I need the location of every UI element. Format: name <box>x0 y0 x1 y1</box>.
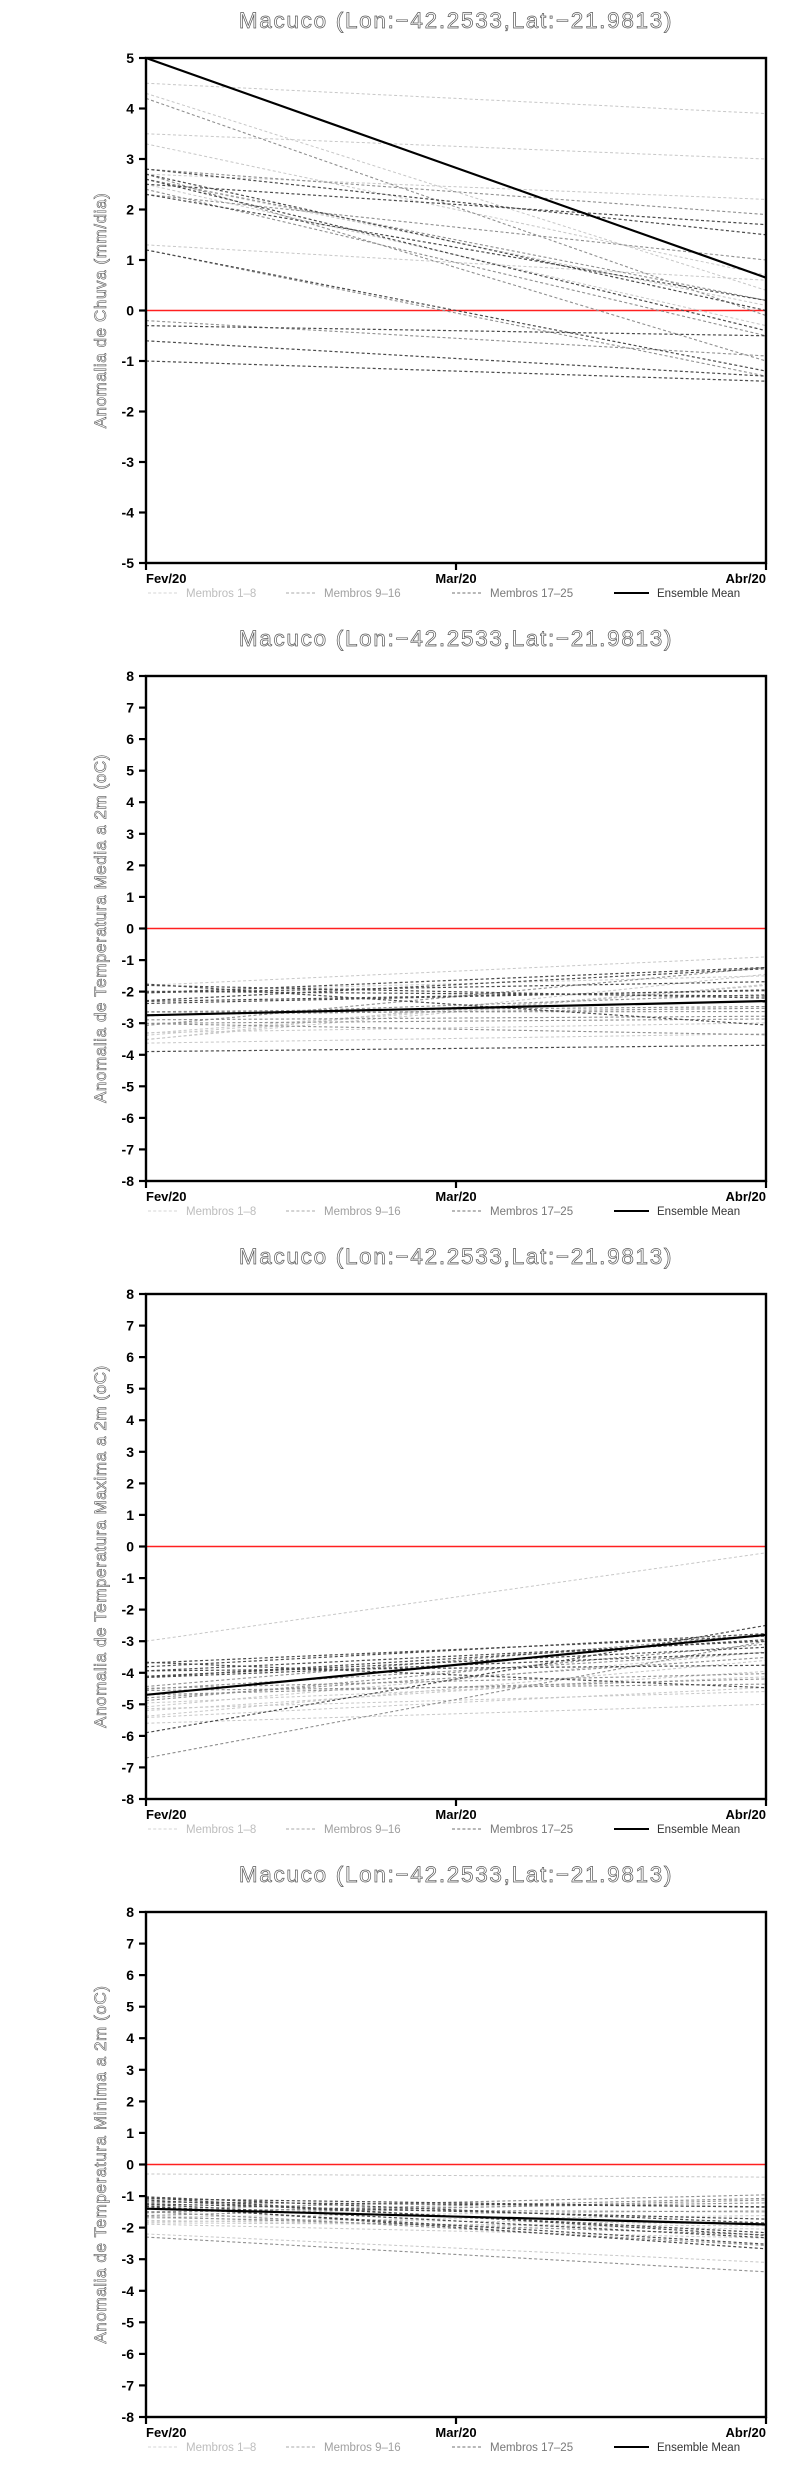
svg-text:-1: -1 <box>122 353 135 369</box>
svg-text:-7: -7 <box>122 2377 135 2393</box>
svg-text:8: 8 <box>126 1904 134 1920</box>
svg-text:-8: -8 <box>122 1791 135 1807</box>
svg-text:-7: -7 <box>122 1141 135 1157</box>
svg-text:-6: -6 <box>122 1728 135 1744</box>
svg-text:Ensemble Mean: Ensemble Mean <box>657 2442 740 2454</box>
svg-text:8: 8 <box>126 668 134 684</box>
svg-text:4: 4 <box>126 101 134 117</box>
svg-text:-8: -8 <box>122 1173 135 1189</box>
svg-text:Fev/20: Fev/20 <box>146 1807 186 1822</box>
svg-text:Membros 17–25: Membros 17–25 <box>490 588 573 600</box>
svg-text:Mar/20: Mar/20 <box>435 1807 476 1822</box>
svg-text:Mar/20: Mar/20 <box>435 2425 476 2440</box>
svg-text:5: 5 <box>126 763 134 779</box>
svg-text:-5: -5 <box>122 2314 135 2330</box>
svg-text:2: 2 <box>126 2093 134 2109</box>
svg-text:8: 8 <box>126 1286 134 1302</box>
svg-text:Mar/20: Mar/20 <box>435 571 476 586</box>
svg-text:Membros 9–16: Membros 9–16 <box>324 2442 401 2454</box>
svg-text:Ensemble Mean: Ensemble Mean <box>657 1206 740 1218</box>
svg-text:-2: -2 <box>122 2220 135 2236</box>
svg-text:7: 7 <box>126 1936 134 1952</box>
svg-text:0: 0 <box>126 303 134 319</box>
svg-text:Macuco (Lon:−42.2533,Lat:−21.9: Macuco (Lon:−42.2533,Lat:−21.9813) <box>239 1862 673 1887</box>
svg-text:0: 0 <box>126 2157 134 2173</box>
svg-text:-3: -3 <box>122 1015 135 1031</box>
svg-text:3: 3 <box>126 826 134 842</box>
svg-text:-2: -2 <box>122 1602 135 1618</box>
svg-text:6: 6 <box>126 1967 134 1983</box>
svg-text:-3: -3 <box>122 454 135 470</box>
svg-text:Mar/20: Mar/20 <box>435 1189 476 1204</box>
svg-text:Membros 17–25: Membros 17–25 <box>490 1824 573 1836</box>
svg-text:Membros 1–8: Membros 1–8 <box>186 1824 256 1836</box>
svg-text:Membros 1–8: Membros 1–8 <box>186 1206 256 1218</box>
svg-text:Fev/20: Fev/20 <box>146 2425 186 2440</box>
svg-text:Ensemble Mean: Ensemble Mean <box>657 588 740 600</box>
svg-text:-5: -5 <box>122 555 135 571</box>
svg-text:Abr/20: Abr/20 <box>726 1189 766 1204</box>
svg-text:5: 5 <box>126 1999 134 2015</box>
svg-text:-1: -1 <box>122 952 135 968</box>
svg-text:1: 1 <box>126 252 134 268</box>
svg-text:-2: -2 <box>122 404 135 420</box>
svg-text:Fev/20: Fev/20 <box>146 571 186 586</box>
svg-text:-7: -7 <box>122 1759 135 1775</box>
svg-text:-8: -8 <box>122 2409 135 2425</box>
svg-text:6: 6 <box>126 731 134 747</box>
svg-text:-5: -5 <box>122 1696 135 1712</box>
svg-text:3: 3 <box>126 1444 134 1460</box>
svg-text:Membros 1–8: Membros 1–8 <box>186 588 256 600</box>
svg-text:6: 6 <box>126 1349 134 1365</box>
svg-text:Fev/20: Fev/20 <box>146 1189 186 1204</box>
svg-text:0: 0 <box>126 1539 134 1555</box>
svg-text:1: 1 <box>126 2125 134 2141</box>
svg-text:Anomalia de Temperatura Minima: Anomalia de Temperatura Minima a 2m (oC) <box>91 1985 110 2343</box>
svg-text:2: 2 <box>126 1475 134 1491</box>
svg-text:Abr/20: Abr/20 <box>726 1807 766 1822</box>
svg-text:Anomalia de Chuva (mm/dia): Anomalia de Chuva (mm/dia) <box>91 193 110 429</box>
svg-text:4: 4 <box>126 794 134 810</box>
svg-text:-6: -6 <box>122 1110 135 1126</box>
svg-text:-4: -4 <box>122 2283 135 2299</box>
svg-text:Macuco (Lon:−42.2533,Lat:−21.9: Macuco (Lon:−42.2533,Lat:−21.9813) <box>239 8 673 33</box>
svg-text:Abr/20: Abr/20 <box>726 2425 766 2440</box>
svg-text:1: 1 <box>126 1507 134 1523</box>
svg-text:0: 0 <box>126 921 134 937</box>
svg-text:Macuco (Lon:−42.2533,Lat:−21.9: Macuco (Lon:−42.2533,Lat:−21.9813) <box>239 626 673 651</box>
svg-text:-6: -6 <box>122 2346 135 2362</box>
svg-text:-5: -5 <box>122 1078 135 1094</box>
svg-text:5: 5 <box>126 50 134 66</box>
svg-text:Ensemble Mean: Ensemble Mean <box>657 1824 740 1836</box>
svg-text:Membros 1–8: Membros 1–8 <box>186 2442 256 2454</box>
svg-text:4: 4 <box>126 2030 134 2046</box>
svg-text:-3: -3 <box>122 1633 135 1649</box>
svg-text:5: 5 <box>126 1381 134 1397</box>
svg-text:Macuco (Lon:−42.2533,Lat:−21.9: Macuco (Lon:−42.2533,Lat:−21.9813) <box>239 1244 673 1269</box>
svg-text:2: 2 <box>126 857 134 873</box>
svg-text:4: 4 <box>126 1412 134 1428</box>
svg-text:3: 3 <box>126 151 134 167</box>
svg-text:Membros 9–16: Membros 9–16 <box>324 1824 401 1836</box>
svg-text:Anomalia de Temperatura Maxima: Anomalia de Temperatura Maxima a 2m (oC) <box>91 1365 110 1728</box>
svg-text:7: 7 <box>126 1318 134 1334</box>
svg-text:-1: -1 <box>122 2188 135 2204</box>
svg-text:Abr/20: Abr/20 <box>726 571 766 586</box>
svg-text:-2: -2 <box>122 984 135 1000</box>
svg-text:-4: -4 <box>122 1665 135 1681</box>
svg-text:3: 3 <box>126 2062 134 2078</box>
svg-text:Anomalia de Temperatura Media: Anomalia de Temperatura Media a 2m (oC) <box>91 754 110 1103</box>
svg-text:7: 7 <box>126 700 134 716</box>
svg-text:Membros 9–16: Membros 9–16 <box>324 1206 401 1218</box>
svg-text:1: 1 <box>126 889 134 905</box>
svg-text:Membros 17–25: Membros 17–25 <box>490 2442 573 2454</box>
svg-text:-1: -1 <box>122 1570 135 1586</box>
svg-text:-4: -4 <box>122 505 135 521</box>
svg-text:-3: -3 <box>122 2251 135 2267</box>
svg-text:Membros 17–25: Membros 17–25 <box>490 1206 573 1218</box>
svg-text:-4: -4 <box>122 1047 135 1063</box>
svg-text:Membros 9–16: Membros 9–16 <box>324 588 401 600</box>
svg-text:2: 2 <box>126 202 134 218</box>
